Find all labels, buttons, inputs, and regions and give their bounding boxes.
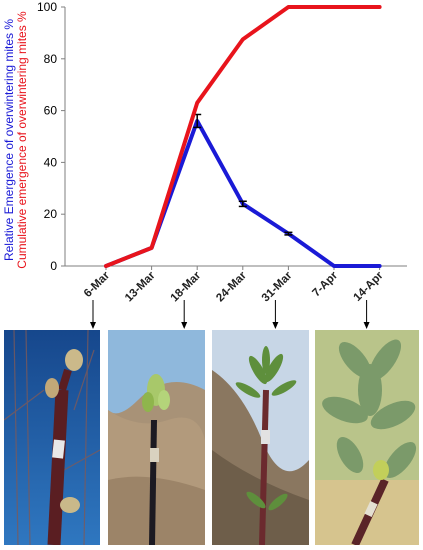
series-line-cumulative	[104, 5, 382, 268]
x-tick-label: 6-Mar	[82, 269, 113, 300]
y-tick-label: 60	[44, 104, 58, 118]
x-tick-label: 7-Apr	[310, 269, 340, 299]
data-point	[378, 5, 382, 9]
x-tick-label: 18-Mar	[169, 269, 204, 304]
data-point	[195, 101, 199, 105]
data-point	[332, 264, 336, 268]
data-point	[378, 264, 382, 268]
photo-pointer-arrows	[90, 300, 370, 329]
data-point	[104, 264, 108, 268]
photo-arrow-head	[363, 322, 370, 329]
x-tick-label: 13-Mar	[123, 269, 158, 304]
x-tick-label: 31-Mar	[260, 269, 295, 304]
y-tick-label: 40	[44, 155, 58, 169]
series-line-relative	[104, 118, 382, 268]
photo-arrow-head	[272, 322, 279, 329]
y-axis-label-relative: Relative Emergence of overwintering mite…	[2, 19, 16, 261]
x-tick-label: 24-Mar	[214, 269, 249, 304]
x-tick-label: 14-Apr	[351, 269, 386, 304]
y-tick-label: 0	[50, 259, 57, 273]
photo-bud-swelling	[4, 330, 100, 545]
photo-expanded-leaves	[315, 330, 419, 545]
chart-series	[104, 5, 382, 268]
data-point	[150, 246, 154, 250]
photo-arrow-head	[181, 322, 188, 329]
data-point	[286, 5, 290, 9]
data-point	[332, 5, 336, 9]
data-point	[241, 37, 245, 41]
y-axis-label-cumulative: Cumulative emergence of overwintering mi…	[15, 11, 29, 269]
y-tick-label: 80	[44, 52, 58, 66]
chart-axes: 0 20 40 60 80 100 6-Mar 13-Mar 18-Mar 24-Mar 31-Ma…	[37, 0, 407, 304]
photo-green-tip	[108, 330, 205, 545]
photo-leaf-emergence	[212, 330, 309, 545]
photo-arrow-head	[90, 322, 96, 329]
y-tick-label: 20	[44, 207, 58, 221]
emergence-chart: 0 20 40 60 80 100 6-Mar 13-Mar 18-Mar 24-Mar 31-Ma…	[2, 0, 407, 329]
y-tick-label: 100	[37, 0, 57, 14]
